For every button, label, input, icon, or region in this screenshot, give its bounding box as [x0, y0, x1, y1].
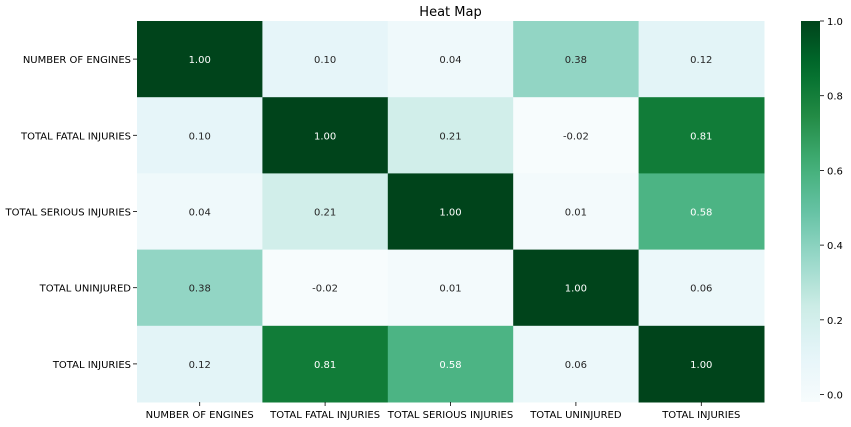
heatmap-cell	[387, 21, 514, 98]
colorbar-tick-label: 1.0	[827, 17, 843, 28]
column-label: TOTAL INJURIES	[661, 410, 740, 421]
heatmap-cell	[638, 249, 765, 327]
heatmap-cell	[387, 325, 514, 403]
heatmap-cell	[513, 97, 640, 174]
chart-title: Heat Map	[419, 5, 481, 20]
heatmap-cell	[638, 325, 765, 403]
heatmap-cell	[513, 21, 640, 98]
cell-value-label: 0.58	[439, 360, 461, 371]
cell-value-label: 0.81	[690, 131, 712, 142]
cell-value-label: 1.00	[189, 55, 211, 66]
column-label: TOTAL SERIOUS INJURIES	[387, 410, 513, 421]
heatmap-cell	[513, 249, 640, 327]
colorbar-gradient	[801, 21, 820, 402]
heatmap-cell	[137, 249, 263, 327]
colorbar-tick-label: 0.8	[827, 92, 843, 103]
heatmap-cell	[638, 97, 765, 174]
row-label: TOTAL SERIOUS INJURIES	[5, 208, 131, 219]
heatmap-cells: 1.00 0.10 0.04 0.38 0.12 0.10 1.00 0.21 -0.02 0.8…	[137, 21, 765, 403]
cell-value-label: 0.81	[314, 360, 336, 371]
cell-value-label: 1.00	[690, 360, 712, 371]
heatmap-cell	[638, 21, 765, 98]
cell-value-label: 0.10	[189, 131, 211, 142]
colorbar-tick-label: 0.4	[827, 241, 843, 252]
heatmap-cell	[262, 173, 389, 251]
cell-value-label: 0.04	[439, 55, 461, 66]
heatmap-cell	[262, 97, 389, 174]
heatmap-cell	[387, 249, 514, 327]
colorbar: 0.0 0.2 0.4 0.6 0.8 1.0	[801, 17, 843, 402]
heatmap-cell	[387, 97, 514, 174]
heatmap-cell	[387, 173, 514, 251]
row-label: TOTAL UNINJURED	[39, 284, 132, 295]
cell-value-label: 0.10	[314, 55, 336, 66]
cell-value-label: 0.01	[565, 208, 587, 219]
cell-value-label: 0.12	[189, 360, 211, 371]
cell-value-label: 1.00	[314, 131, 336, 142]
cell-value-label: 1.00	[565, 284, 587, 295]
heatmap-cell	[262, 249, 389, 327]
cell-value-label: 1.00	[439, 208, 461, 219]
heatmap-cell	[137, 97, 263, 174]
heatmap-cell	[262, 325, 389, 403]
cell-value-label: -0.02	[312, 284, 338, 295]
cell-value-label: 0.04	[189, 208, 211, 219]
heatmap-cell	[262, 21, 389, 98]
row-label: NUMBER OF ENGINES	[23, 55, 131, 66]
column-label: TOTAL UNINJURED	[529, 410, 622, 421]
column-label: TOTAL FATAL INJURIES	[269, 410, 380, 421]
cell-value-label: 0.06	[565, 360, 587, 371]
heatmap-cell	[513, 325, 640, 403]
cell-value-label: 0.12	[690, 55, 712, 66]
heatmap-cell	[513, 173, 640, 251]
cell-value-label: 0.21	[439, 131, 461, 142]
row-labels: NUMBER OF ENGINES TOTAL FATAL INJURIES TOT…	[5, 55, 137, 371]
column-label: NUMBER OF ENGINES	[146, 410, 254, 421]
heatmap-cell	[638, 173, 765, 251]
colorbar-tick-label: 0.6	[827, 166, 843, 177]
heatmap-cell	[137, 173, 263, 251]
cell-value-label: 0.38	[189, 284, 211, 295]
heatmap-cell	[137, 21, 263, 98]
cell-value-label: 0.58	[690, 208, 712, 219]
row-label: TOTAL FATAL INJURIES	[20, 131, 131, 142]
column-labels: NUMBER OF ENGINES TOTAL FATAL INJURIES TOT…	[146, 402, 740, 421]
cell-value-label: 0.21	[314, 208, 336, 219]
cell-value-label: 0.38	[565, 55, 587, 66]
cell-value-label: -0.02	[563, 131, 589, 142]
cell-value-label: 0.01	[439, 284, 461, 295]
colorbar-tick-label: 0.0	[827, 391, 843, 402]
heatmap-cell	[137, 325, 263, 403]
row-label: TOTAL INJURIES	[52, 360, 131, 371]
cell-value-label: 0.06	[690, 284, 712, 295]
colorbar-tick-label: 0.2	[827, 316, 843, 327]
